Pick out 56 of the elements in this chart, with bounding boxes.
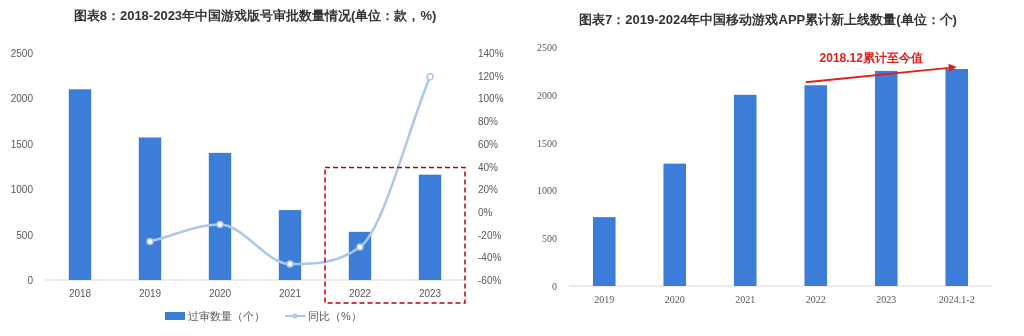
y2-tick-label: 60%: [478, 138, 499, 150]
x-tick-label: 2020: [208, 288, 232, 299]
y-tick-label: 1000: [537, 185, 557, 197]
y2-tick-label: 100%: [478, 93, 504, 105]
y-tick-label: 500: [542, 233, 557, 245]
y2-tick-label: -60%: [478, 275, 502, 286]
chart-title: 图表8：2018-2023年中国游戏版号审批数量情况(单位：款，%): [73, 8, 437, 23]
point: [356, 243, 364, 251]
y-tick-label: 0: [552, 281, 557, 292]
y-tick-label: 1500: [10, 138, 34, 150]
y-tick-label: 1500: [537, 137, 557, 149]
y-tick-label: 2500: [537, 42, 557, 53]
bar: [945, 68, 969, 286]
point: [426, 73, 434, 81]
x-tick-label: 2024.1-2: [938, 294, 975, 305]
point: [216, 220, 224, 229]
y-tick-label: 2000: [537, 89, 557, 101]
y-tick-label: 0: [27, 275, 34, 286]
bar: [68, 89, 92, 280]
y-tick-label: 1000: [10, 184, 34, 196]
y-tick-label: 2500: [10, 48, 34, 59]
bar: [663, 163, 687, 286]
y-tick-label: 2000: [10, 93, 34, 105]
y2-tick-label: 20%: [478, 184, 499, 196]
bar: [592, 217, 616, 286]
bar: [278, 210, 302, 280]
bar: [418, 174, 442, 280]
x-tick-label: 2023: [876, 294, 897, 305]
y2-tick-label: 80%: [478, 116, 499, 128]
bar: [874, 70, 898, 286]
point: [286, 260, 294, 268]
y-tick-label: 500: [16, 229, 34, 241]
bar: [208, 152, 232, 280]
legend-label: 过审数量（个）: [188, 310, 265, 322]
y2-tick-label: -20%: [478, 229, 502, 241]
y2-tick-label: 0%: [478, 206, 493, 218]
x-tick-label: 2022: [805, 294, 826, 305]
x-tick-label: 2022: [348, 288, 372, 299]
x-tick-label: 2021: [278, 288, 302, 299]
annotation: 2018.12累计至今值: [819, 51, 923, 65]
chart-title: 图表7：2019-2024年中国移动游戏APP累计新上线数量(单位：个): [579, 12, 957, 27]
bar: [804, 85, 828, 286]
x-tick-label: 2023: [418, 288, 442, 299]
bar: [138, 137, 162, 280]
y2-tick-label: 120%: [478, 70, 504, 82]
y2-tick-label: 40%: [478, 161, 499, 173]
x-tick-label: 2018: [68, 288, 92, 299]
point: [146, 237, 154, 246]
bar: [733, 94, 757, 286]
x-tick-label: 2020: [664, 294, 685, 305]
y2-tick-label: -40%: [478, 252, 502, 264]
y2-tick-label: 140%: [478, 48, 504, 59]
x-tick-label: 2019: [594, 294, 615, 305]
x-tick-label: 2019: [138, 288, 162, 299]
x-tick-label: 2021: [735, 294, 756, 305]
legend-label: 同比（%）: [308, 310, 362, 322]
